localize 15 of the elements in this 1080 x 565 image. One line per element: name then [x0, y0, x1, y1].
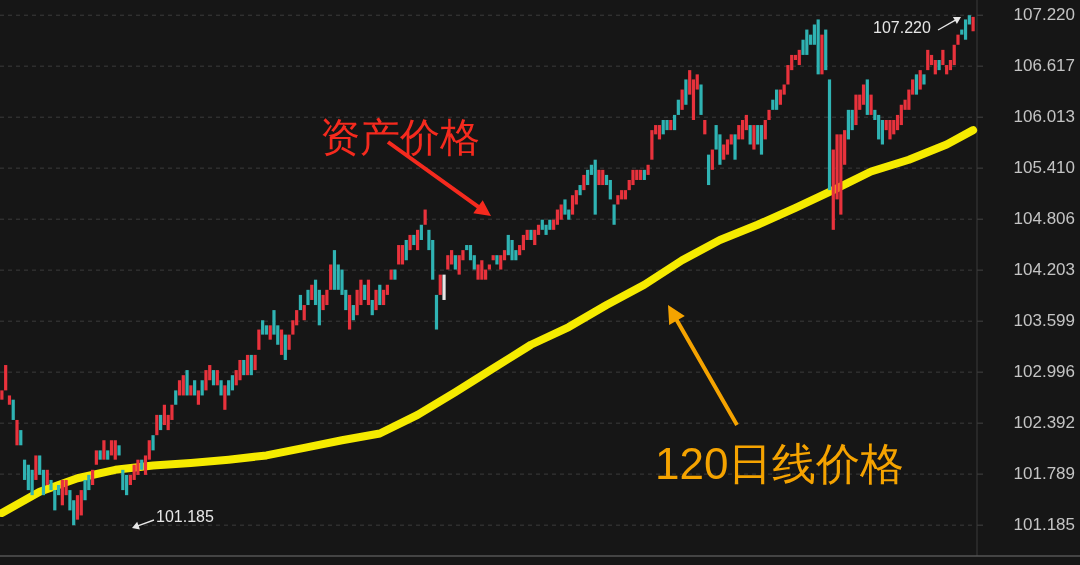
y-tick-label: 107.220: [1013, 4, 1075, 24]
annotation: 107.220: [873, 19, 931, 37]
annotation: 101.185: [156, 508, 214, 526]
y-tick-label: 101.185: [1013, 514, 1075, 534]
y-tick-label: 101.789: [1013, 463, 1075, 483]
y-tick-label: 104.806: [1013, 208, 1075, 228]
y-tick-label: 105.410: [1013, 157, 1075, 177]
y-tick-label: 102.996: [1013, 361, 1075, 381]
y-tick-label: 103.599: [1013, 310, 1075, 330]
y-tick-label: 102.392: [1013, 412, 1075, 432]
annotation: 120日线价格: [655, 438, 905, 488]
annotation: 资产价格: [320, 114, 480, 159]
y-tick-label: 106.617: [1013, 55, 1075, 75]
y-tick-label: 106.013: [1013, 106, 1075, 126]
y-tick-label: 104.203: [1013, 259, 1075, 279]
